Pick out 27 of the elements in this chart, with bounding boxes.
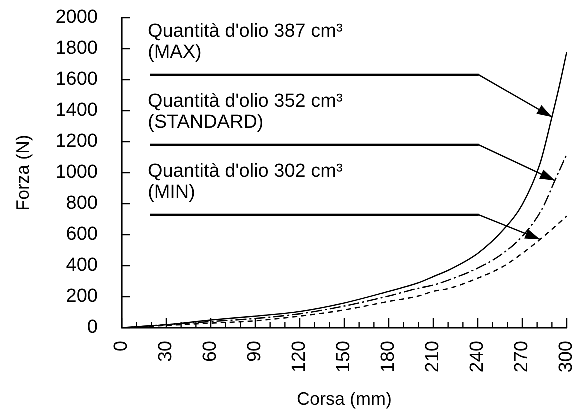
y-tick-label: 1600 [56,69,98,90]
y-tick-label: 0 [87,317,98,338]
annotation: Quantità d'olio 352 cm³ (STANDARD) [148,91,343,133]
y-tick-label: 1400 [56,100,98,122]
annotation: Quantità d'olio 302 cm³ (MIN) [148,161,343,203]
x-tick-label: 180 [378,341,400,373]
x-tick-label: 270 [512,341,533,373]
y-tick-label: 600 [66,224,98,246]
x-tick-label: 300 [556,341,578,373]
y-tick-label: 1200 [56,131,98,152]
x-tick-label: 30 [156,341,177,362]
x-tick-label: 120 [289,341,310,373]
x-axis-title: Corsa (mm) [297,389,392,410]
x-tick-label: 90 [244,341,266,362]
x-tick-label: 150 [334,341,355,373]
y-tick-label: 400 [66,255,98,276]
y-axis-title: Forza (N) [12,135,33,211]
annotation: Quantità d'olio 387 cm³ (MAX) [148,21,343,63]
y-tick-label: 1800 [56,38,98,60]
y-tick-label: 2000 [56,7,98,28]
x-tick-label: 60 [200,341,222,362]
x-tick-label: 0 [111,341,132,352]
x-tick-label: 210 [422,341,444,373]
x-tick-label: 240 [467,341,488,373]
y-tick-label: 200 [66,286,98,308]
y-tick-label: 1000 [56,162,98,184]
y-tick-label: 800 [66,193,98,214]
